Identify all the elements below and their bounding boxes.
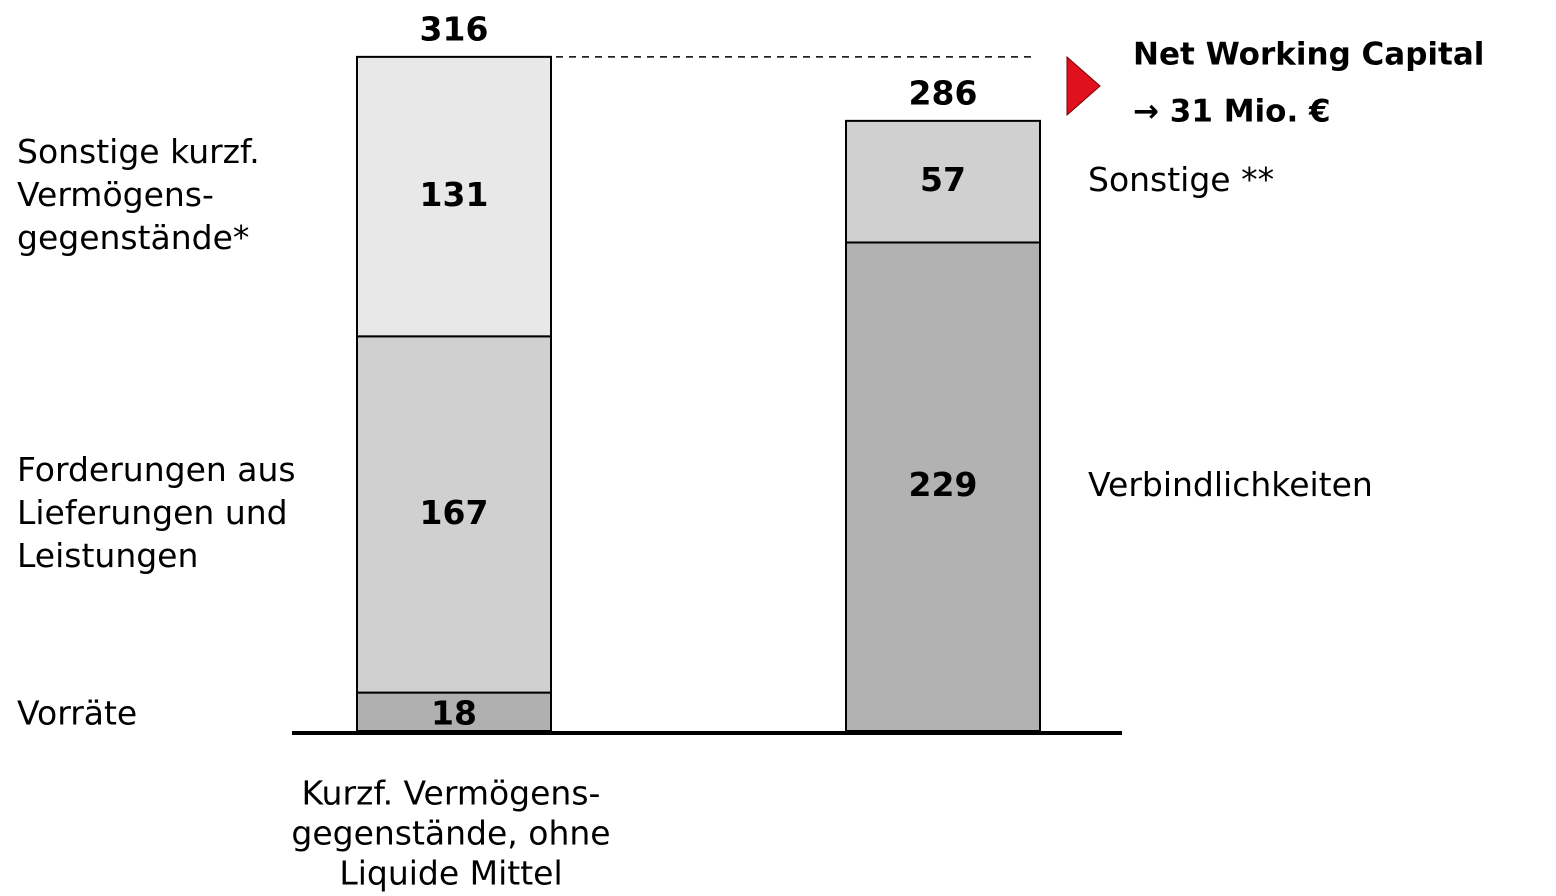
segment-label: 167 bbox=[420, 493, 489, 532]
series-label: Verbindlichkeiten bbox=[1088, 465, 1373, 504]
segment-label: 18 bbox=[431, 693, 477, 732]
total-label: 316 bbox=[420, 9, 489, 48]
series-label: Forderungen aus bbox=[17, 450, 296, 489]
series-label: gegenstände* bbox=[17, 218, 249, 257]
segment-label: 229 bbox=[909, 465, 978, 504]
series-label: Vorräte bbox=[17, 693, 137, 732]
series-label: Vermögens- bbox=[17, 175, 214, 214]
bar-segment bbox=[356, 55, 552, 338]
bar-segment bbox=[356, 335, 552, 694]
bar-segment bbox=[845, 241, 1041, 732]
annotation: → 31 Mio. € bbox=[1133, 94, 1331, 130]
annotation: Net Working Capital bbox=[1133, 37, 1484, 73]
x-tick-label: Liquide Mittel bbox=[339, 854, 562, 893]
segment-label: 57 bbox=[920, 160, 966, 199]
series-label: Leistungen bbox=[17, 536, 198, 575]
series-label: Sonstige kurzf. bbox=[17, 132, 260, 171]
segment-label: 131 bbox=[420, 175, 489, 214]
x-tick-label: Kurzf. Vermögens- bbox=[302, 774, 601, 813]
bar-segment bbox=[356, 691, 552, 732]
series-label: Sonstige ** bbox=[1088, 160, 1274, 199]
x-tick-label: gegenstände, ohne bbox=[291, 814, 610, 853]
annotation-arrow bbox=[1066, 55, 1101, 117]
series-label: Lieferungen und bbox=[17, 493, 288, 532]
bar-segment bbox=[845, 119, 1041, 244]
total-label: 286 bbox=[909, 73, 978, 112]
